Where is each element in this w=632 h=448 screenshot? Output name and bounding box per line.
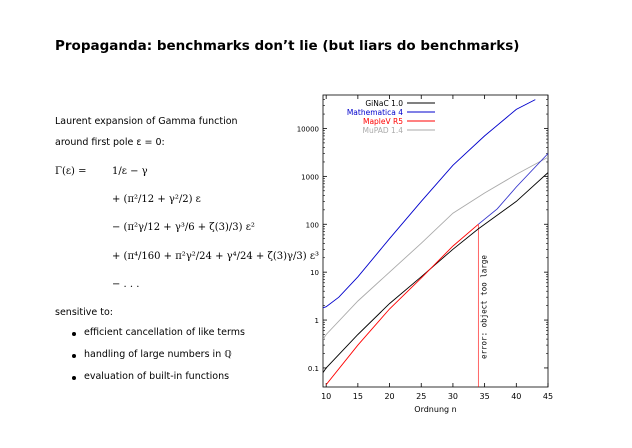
x-axis-label: Ordnung n [414, 405, 456, 414]
legend-label: MapleV R5 [363, 117, 403, 126]
y-tick-label: 0.1 [308, 365, 319, 373]
bullet-item: handling of large numbers in ℚ [84, 349, 232, 360]
series-line [478, 153, 548, 225]
series-line [323, 99, 536, 309]
y-tick-label: 1000 [301, 173, 319, 181]
sensitive-label: sensitive to: [55, 307, 113, 318]
bullet-dot [72, 354, 76, 358]
series-line [323, 156, 548, 340]
formula-line-3: − (π²γ/12 + γ³/6 + ζ(3)/3) ε² [112, 222, 255, 233]
y-tick-label: 100 [306, 221, 319, 229]
formula-line-5: − . . . [112, 279, 140, 290]
formula-line-4: + (π⁴/160 + π²γ²/24 + γ⁴/24 + ζ(3)γ/3) ε… [112, 251, 320, 262]
x-tick-label: 30 [448, 392, 458, 401]
intro-line-2: around first pole ε = 0: [55, 137, 165, 148]
x-tick-label: 45 [543, 392, 553, 401]
x-tick-label: 25 [416, 392, 426, 401]
x-tick-label: 15 [353, 392, 363, 401]
legend-label: GiNaC 1.0 [365, 99, 403, 108]
series-line [325, 223, 479, 385]
x-tick-label: 10 [321, 392, 331, 401]
intro-line-1: Laurent expansion of Gamma function [55, 116, 238, 127]
bullet-dot [72, 376, 76, 380]
y-tick-label: 10000 [297, 125, 319, 133]
legend-label: Mathematica 4 [347, 108, 403, 117]
legend-label: MuPAD 1.4 [363, 126, 404, 135]
formula-lhs: Γ(ε) = [55, 166, 87, 177]
error-annotation: error: object too large [479, 255, 488, 359]
y-tick-label: 1 [315, 317, 319, 325]
x-tick-label: 20 [384, 392, 394, 401]
x-tick-label: 35 [480, 392, 490, 401]
bullet-item: evaluation of built-in functions [84, 371, 230, 382]
x-tick-label: 40 [511, 392, 521, 401]
bullet-dot [72, 332, 76, 336]
series-line [323, 172, 548, 373]
formula-line-1: 1/ε − γ [112, 166, 148, 177]
formula-line-2: + (π²/12 + γ²/2) ε [112, 194, 201, 205]
slide-title: Propaganda: benchmarks don’t lie (but li… [55, 38, 520, 54]
bullet-item: efficient cancellation of like terms [84, 327, 245, 338]
plot-frame [322, 94, 549, 388]
y-tick-label: 10 [310, 269, 319, 277]
